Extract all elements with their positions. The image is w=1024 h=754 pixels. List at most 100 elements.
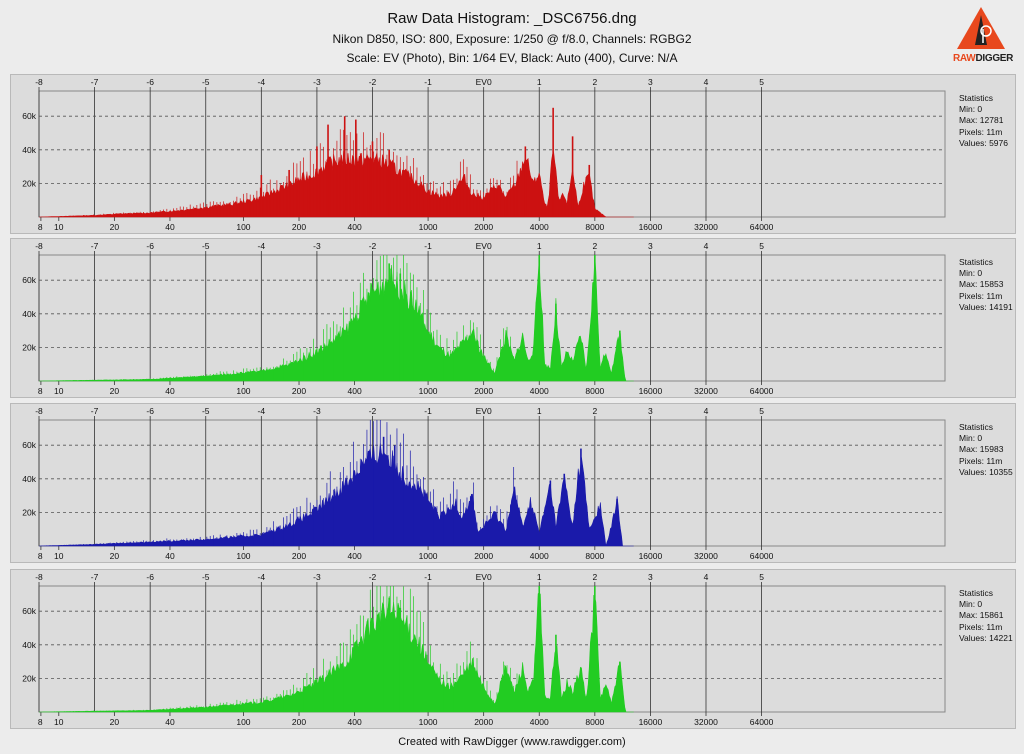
bottom-tick-label: 40 <box>165 222 175 232</box>
bottom-tick-label: 40 <box>165 717 175 727</box>
bottom-tick-label: 100 <box>236 551 250 561</box>
top-tick-label: -7 <box>91 406 99 416</box>
bottom-tick-label: 20 <box>110 717 120 727</box>
bottom-tick-label: 4000 <box>530 717 549 727</box>
bottom-tick-label: 400 <box>348 717 362 727</box>
top-tick-label: EV0 <box>476 241 492 251</box>
bottom-tick-label: 400 <box>348 551 362 561</box>
bottom-tick-label: 10 <box>54 386 64 396</box>
top-tick-label: -6 <box>146 572 154 582</box>
bottom-tick-label: 32000 <box>694 717 718 727</box>
top-tick-label: 5 <box>759 77 764 87</box>
stats-max: Max: 15853 <box>959 279 1004 290</box>
bottom-tick-label: 10 <box>54 222 64 232</box>
y-tick-label: 20k <box>22 673 36 683</box>
top-tick-label: -3 <box>313 572 321 582</box>
y-tick-label: 60k <box>22 606 36 616</box>
stats-values: Values: 14221 <box>959 632 1013 643</box>
top-tick-label: EV0 <box>476 572 492 582</box>
top-tick-label: -1 <box>424 406 432 416</box>
bottom-tick-label: 10 <box>54 717 64 727</box>
plot-area <box>38 254 946 382</box>
stats-max: Max: 15861 <box>959 610 1004 621</box>
top-tick-label: -2 <box>369 241 377 251</box>
bottom-tick-label: 1000 <box>419 386 438 396</box>
top-tick-label: 2 <box>592 572 597 582</box>
bottom-tick-label: 2000 <box>474 551 493 561</box>
bottom-tick-label: 8000 <box>585 222 604 232</box>
top-tick-label: 5 <box>759 572 764 582</box>
stats-min: Min: 0 <box>959 268 983 279</box>
y-tick-label: 40k <box>22 145 36 155</box>
histogram-svg-g: -8 -7 -6 -5 -4 -3 -2 -1 EV0 1 2 3 4 5 20k 40k 60k 8 10 20 40… <box>22 241 946 396</box>
bottom-tick-label: 20 <box>110 386 120 396</box>
logo-text: RAWDIGGER <box>953 53 1013 64</box>
bottom-tick-label: 1000 <box>419 717 438 727</box>
bottom-tick-label: 2000 <box>474 717 493 727</box>
top-tick-label: 4 <box>704 406 709 416</box>
top-tick-label: -6 <box>146 406 154 416</box>
top-tick-label: -8 <box>35 241 43 251</box>
logo-text-digger: DIGGER <box>975 53 1014 64</box>
histogram-area-b <box>39 443 634 547</box>
histogram-svg-g2: -8 -7 -6 -5 -4 -3 -2 -1 EV0 1 2 3 4 5 20k 40k 60k 8 10 20 40… <box>22 572 946 727</box>
bottom-tick-label: 2000 <box>474 222 493 232</box>
bottom-tick-label: 64000 <box>750 222 774 232</box>
bottom-tick-label: 8 <box>38 717 43 727</box>
top-tick-label: -5 <box>202 572 210 582</box>
histogram-svg-r: -8 -7 -6 -5 -4 -3 -2 -1 EV0 1 2 3 4 5 20k 40k 60k 8 10 20 40… <box>22 77 946 232</box>
bottom-tick-label: 8000 <box>585 551 604 561</box>
y-tick-label: 20k <box>22 342 36 352</box>
histogram-area-g <box>39 256 634 382</box>
stats-block-r: Statistics Min: 0 Max: 12781 Pixels: 11m… <box>959 93 1008 149</box>
top-tick-label: -5 <box>202 77 210 87</box>
stats-label: Statistics <box>959 422 994 432</box>
stats-block-b: Statistics Min: 0 Max: 15983 Pixels: 11m… <box>959 422 1013 478</box>
bottom-tick-label: 32000 <box>694 551 718 561</box>
top-tick-label: -8 <box>35 77 43 87</box>
chart-title: Raw Data Histogram: _DSC6756.dng <box>387 10 637 27</box>
stats-max: Max: 12781 <box>959 115 1004 126</box>
bottom-tick-label: 4000 <box>530 386 549 396</box>
bottom-tick-label: 8 <box>38 551 43 561</box>
top-tick-label: -8 <box>35 572 43 582</box>
bottom-tick-label: 8000 <box>585 386 604 396</box>
histogram-svg-b: -8 -7 -6 -5 -4 -3 -2 -1 EV0 1 2 3 4 5 20k 40k 60k 8 10 20 40… <box>22 406 946 561</box>
bottom-tick-label: 400 <box>348 222 362 232</box>
y-tick-label: 60k <box>22 275 36 285</box>
top-tick-label: 2 <box>592 406 597 416</box>
bottom-tick-label: 200 <box>292 222 306 232</box>
histogram-panel-g: -8 -7 -6 -5 -4 -3 -2 -1 EV0 1 2 3 4 5 20k 40k 60k 8 10 20 40… <box>10 238 1016 398</box>
top-tick-label: 1 <box>537 406 542 416</box>
top-tick-label: -8 <box>35 406 43 416</box>
bottom-tick-label: 100 <box>236 222 250 232</box>
bottom-tick-label: 10 <box>54 551 64 561</box>
bottom-tick-label: 200 <box>292 551 306 561</box>
top-tick-label: 1 <box>537 77 542 87</box>
bottom-tick-label: 16000 <box>639 717 663 727</box>
bottom-tick-label: 16000 <box>639 551 663 561</box>
top-tick-label: -2 <box>369 77 377 87</box>
bottom-tick-label: 20 <box>110 222 120 232</box>
top-tick-label: 3 <box>648 77 653 87</box>
histogram-area-r <box>39 150 634 218</box>
top-tick-label: -5 <box>202 241 210 251</box>
histogram-panel-g2: -8 -7 -6 -5 -4 -3 -2 -1 EV0 1 2 3 4 5 20k 40k 60k 8 10 20 40… <box>10 569 1016 729</box>
stats-pixels: Pixels: 11m <box>959 455 1003 466</box>
stats-values: Values: 5976 <box>959 137 1008 148</box>
plot-area <box>38 585 946 713</box>
bottom-tick-label: 16000 <box>639 386 663 396</box>
top-tick-label: -7 <box>91 77 99 87</box>
bottom-tick-label: 8 <box>38 222 43 232</box>
top-tick-label: 4 <box>704 572 709 582</box>
y-tick-label: 40k <box>22 309 36 319</box>
top-tick-label: -1 <box>424 241 432 251</box>
bottom-tick-label: 8000 <box>585 717 604 727</box>
top-tick-label: 3 <box>648 406 653 416</box>
bottom-tick-label: 100 <box>236 386 250 396</box>
stats-min: Min: 0 <box>959 104 983 115</box>
top-tick-label: -4 <box>258 572 266 582</box>
top-tick-label: 2 <box>592 241 597 251</box>
bottom-tick-label: 400 <box>348 386 362 396</box>
top-tick-label: -6 <box>146 77 154 87</box>
